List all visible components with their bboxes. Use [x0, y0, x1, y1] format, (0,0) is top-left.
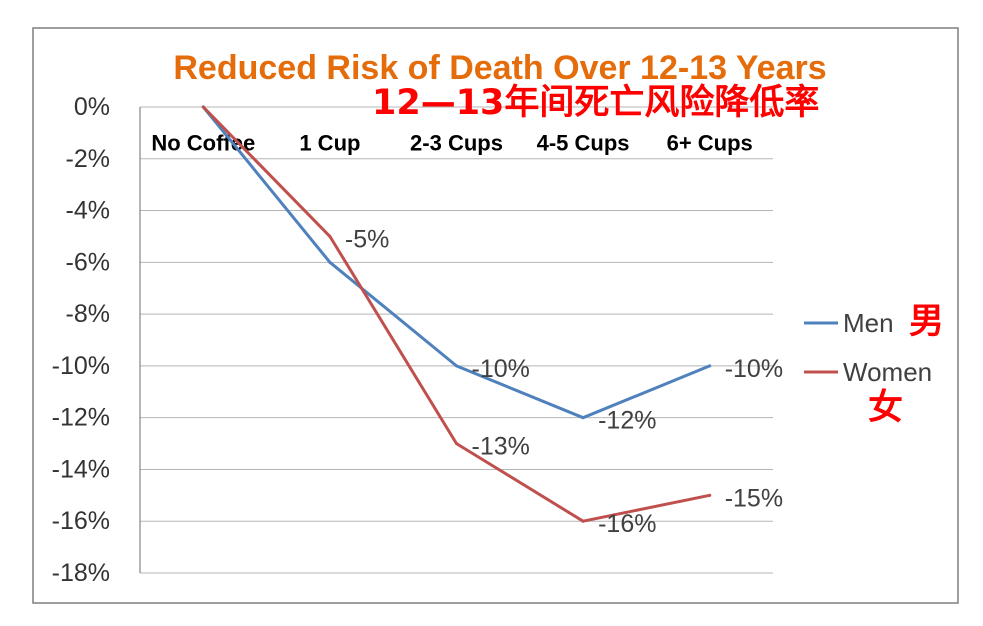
data-point-men: [581, 416, 585, 420]
y-tick-label: -16%: [52, 507, 110, 535]
data-label-women: -13%: [472, 433, 530, 461]
data-labels: -10% -12% -10% -5% -13% -16% -15%: [345, 225, 783, 538]
y-tick-label: -12%: [52, 404, 110, 432]
data-label-women: -5%: [345, 225, 389, 253]
legend: Men Women: [804, 308, 932, 387]
y-tick-label: -14%: [52, 455, 110, 483]
data-point-women: [328, 234, 332, 238]
data-point-men: [455, 364, 458, 368]
legend-item-men: Men: [804, 308, 894, 338]
chinese-annotation-women: 女: [868, 387, 903, 428]
data-point-men: [328, 260, 332, 264]
y-axis-ticks: 0% -2% -4% -6% -8% -10% -12% -14% -16% -18%: [52, 93, 110, 587]
data-label-men: -10%: [725, 355, 783, 383]
y-tick-label: 0%: [74, 93, 110, 121]
y-tick-label: -8%: [66, 300, 110, 328]
chart-title: Reduced Risk of Death Over 12-13 Years: [173, 49, 826, 87]
x-category-label: 2-3 Cups: [410, 131, 503, 156]
data-point-women: [455, 442, 458, 446]
y-tick-label: -18%: [52, 559, 110, 587]
data-label-men: -10%: [472, 355, 530, 383]
legend-item-women: Women: [804, 357, 932, 387]
data-label-men: -12%: [598, 407, 656, 435]
data-point-men: [708, 364, 712, 368]
y-tick-label: -6%: [66, 248, 110, 276]
legend-label-men: Men: [843, 308, 894, 338]
chart-frame: [32, 27, 959, 604]
y-tick-label: -4%: [66, 197, 110, 225]
data-point-women: [581, 519, 585, 523]
chinese-annotation-men: 男: [909, 302, 944, 342]
y-tick-label: -10%: [52, 352, 110, 380]
data-point-women: [201, 105, 205, 109]
chinese-annotation-title: 12—13年间死亡风险降低率: [372, 83, 819, 123]
x-category-label: 6+ Cups: [667, 131, 753, 156]
x-axis-categories: No Coffee 1 Cup 2-3 Cups 4-5 Cups 6+ Cups: [151, 131, 752, 156]
x-category-label: 1 Cup: [299, 131, 360, 156]
data-label-women: -15%: [725, 484, 783, 512]
legend-label-women: Women: [843, 357, 932, 387]
data-label-women: -16%: [598, 510, 656, 538]
y-tick-label: -2%: [66, 145, 110, 173]
series: [201, 105, 712, 523]
x-category-label: 4-5 Cups: [537, 131, 630, 156]
data-point-women: [708, 493, 712, 497]
